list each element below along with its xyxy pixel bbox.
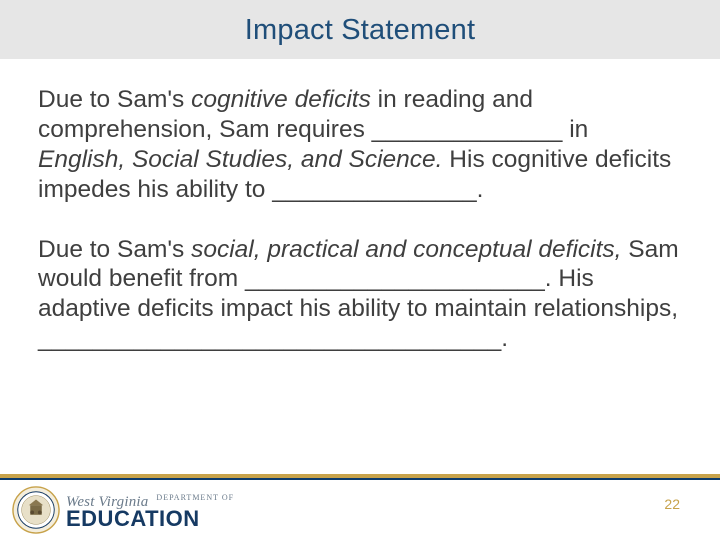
slide-content: Due to Sam's cognitive deficits in readi… — [0, 59, 720, 354]
p1-text-a: Due to Sam's — [38, 86, 191, 113]
brand-block: West Virginia DEPARTMENT OF EDUCATION — [66, 494, 234, 530]
paragraph-1: Due to Sam's cognitive deficits in readi… — [38, 85, 682, 205]
paragraph-2: Due to Sam's social, practical and conce… — [38, 235, 682, 355]
brand-dept: DEPARTMENT OF — [156, 493, 234, 502]
p2-italic-a: social, practical and conceptual deficit… — [191, 236, 621, 263]
state-seal-icon — [12, 486, 60, 534]
footer-divider — [0, 474, 720, 478]
title-band: Impact Statement — [0, 0, 720, 59]
page-number: 22 — [664, 496, 680, 512]
p2-text-a: Due to Sam's — [38, 236, 191, 263]
p1-italic-b: English, Social Studies, and Science. — [38, 146, 443, 173]
page-title: Impact Statement — [0, 14, 720, 47]
p1-italic-a: cognitive deficits — [191, 86, 371, 113]
brand-education: EDUCATION — [66, 508, 234, 530]
